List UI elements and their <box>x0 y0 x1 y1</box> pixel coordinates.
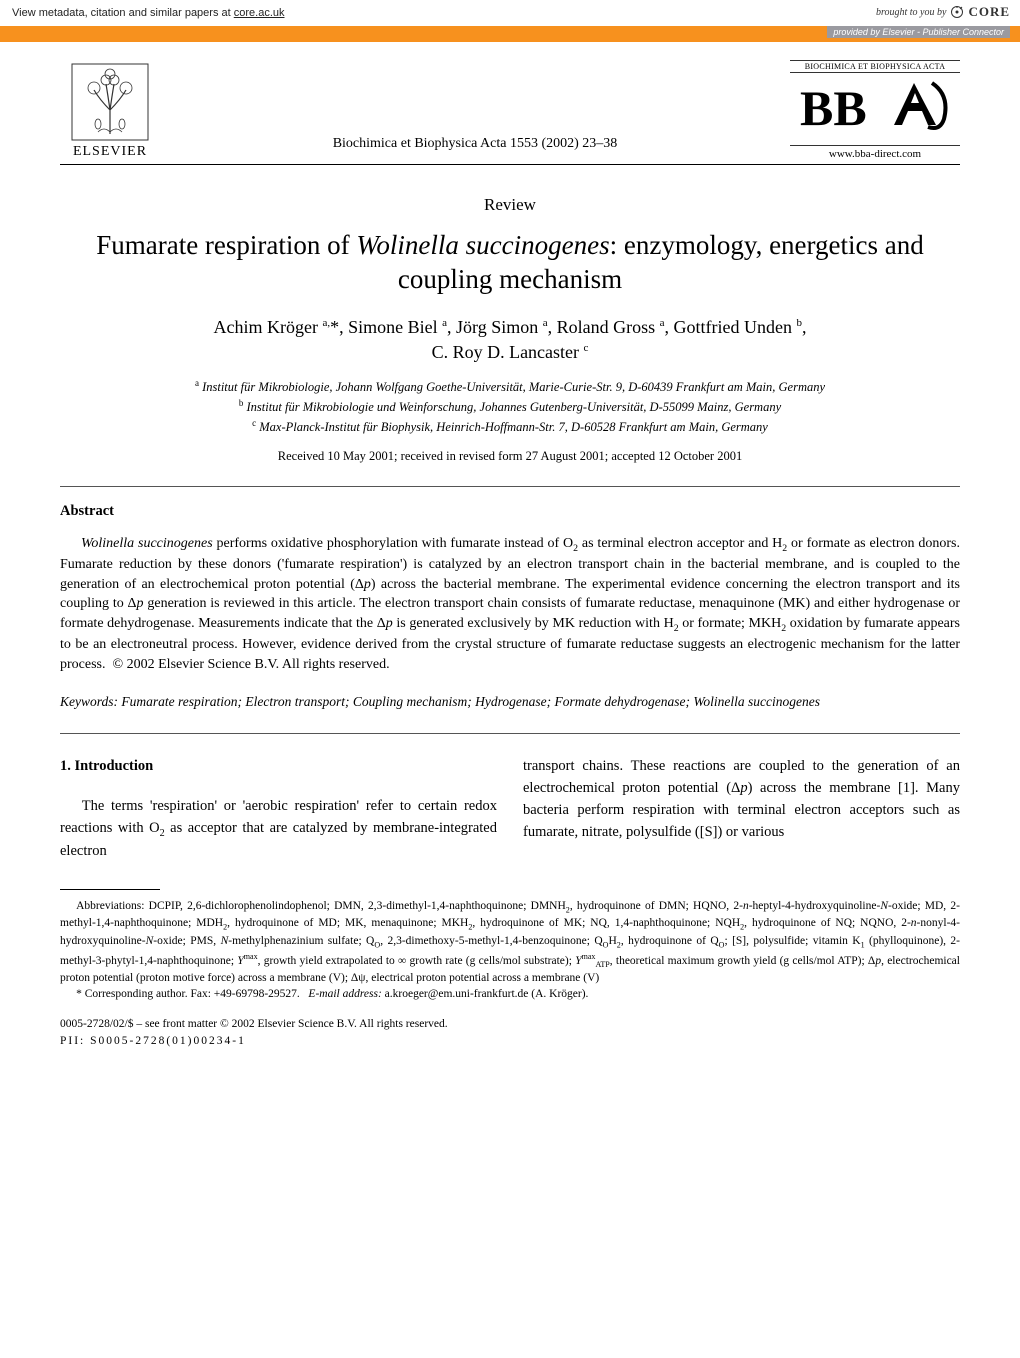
intro-text-right: transport chains. These reactions are co… <box>523 756 960 843</box>
review-label: Review <box>60 195 960 215</box>
copyright-line: 0005-2728/02/$ – see front matter © 2002… <box>60 1016 960 1033</box>
keywords: Keywords: Fumarate respiration; Electron… <box>60 693 960 712</box>
header-rule <box>60 164 960 165</box>
abstract-text: Wolinella succinogenes performs oxidativ… <box>60 534 960 675</box>
rule-after-keywords <box>60 733 960 734</box>
bba-topline: BIOCHIMICA ET BIOPHYSICA ACTA <box>790 60 960 73</box>
core-link[interactable]: core.ac.uk <box>234 7 285 19</box>
brought-by-text: brought to you by <box>876 7 946 18</box>
pii-line: PII: S0005-2728(01)00234-1 <box>60 1033 960 1050</box>
corresponding-author: * Corresponding author. Fax: +49-69798-2… <box>60 986 960 1002</box>
bba-block: BIOCHIMICA ET BIOPHYSICA ACTA BB www.bba… <box>790 60 960 160</box>
authors: Achim Kröger a,*, Simone Biel a, Jörg Si… <box>60 315 960 365</box>
article-title: Fumarate respiration of Wolinella succin… <box>60 229 960 297</box>
core-banner: View metadata, citation and similar pape… <box>0 0 1020 26</box>
core-icon <box>950 5 964 19</box>
svg-text:BB: BB <box>800 80 867 136</box>
intro-col-right: transport chains. These reactions are co… <box>523 756 960 862</box>
provided-by-badge: provided by Elsevier - Publisher Connect… <box>827 26 1010 38</box>
intro-text-left: The terms 'respiration' or 'aerobic resp… <box>60 796 497 863</box>
dates: Received 10 May 2001; received in revise… <box>60 449 960 464</box>
header-row: ELSEVIER Biochimica et Biophysica Acta 1… <box>0 42 1020 164</box>
core-logo-text: CORE <box>968 4 1010 20</box>
intro-heading: 1. Introduction <box>60 756 497 778</box>
core-banner-text: View metadata, citation and similar pape… <box>12 7 285 19</box>
keywords-text: Fumarate respiration; Electron transport… <box>121 694 820 709</box>
main-content: Review Fumarate respiration of Wolinella… <box>0 195 1020 1051</box>
abstract-heading: Abstract <box>60 503 960 520</box>
footnote-separator <box>60 889 160 890</box>
intro-columns: 1. Introduction The terms 'respiration' … <box>60 756 960 862</box>
intro-col-left: 1. Introduction The terms 'respiration' … <box>60 756 497 862</box>
core-banner-prefix: View metadata, citation and similar pape… <box>12 7 234 19</box>
rule-before-abstract <box>60 486 960 487</box>
elsevier-block: ELSEVIER <box>60 62 160 160</box>
footnotes: Abbreviations: DCPIP, 2,6-dichlorophenol… <box>60 898 960 1002</box>
abbreviations: Abbreviations: DCPIP, 2,6-dichlorophenol… <box>60 898 960 986</box>
keywords-label: Keywords: <box>60 694 118 709</box>
affiliations: a Institut für Mikrobiologie, Johann Wol… <box>60 377 960 437</box>
elsevier-tree-icon <box>70 62 150 142</box>
core-banner-right: brought to you by CORE <box>876 4 1010 20</box>
bba-logo-icon: BB <box>790 77 960 141</box>
elsevier-label: ELSEVIER <box>60 144 160 160</box>
bba-url: www.bba-direct.com <box>790 145 960 160</box>
orange-strip: provided by Elsevier - Publisher Connect… <box>0 26 1020 42</box>
bottom-info: 0005-2728/02/$ – see front matter © 2002… <box>60 1016 960 1051</box>
journal-reference: Biochimica et Biophysica Acta 1553 (2002… <box>160 136 790 160</box>
